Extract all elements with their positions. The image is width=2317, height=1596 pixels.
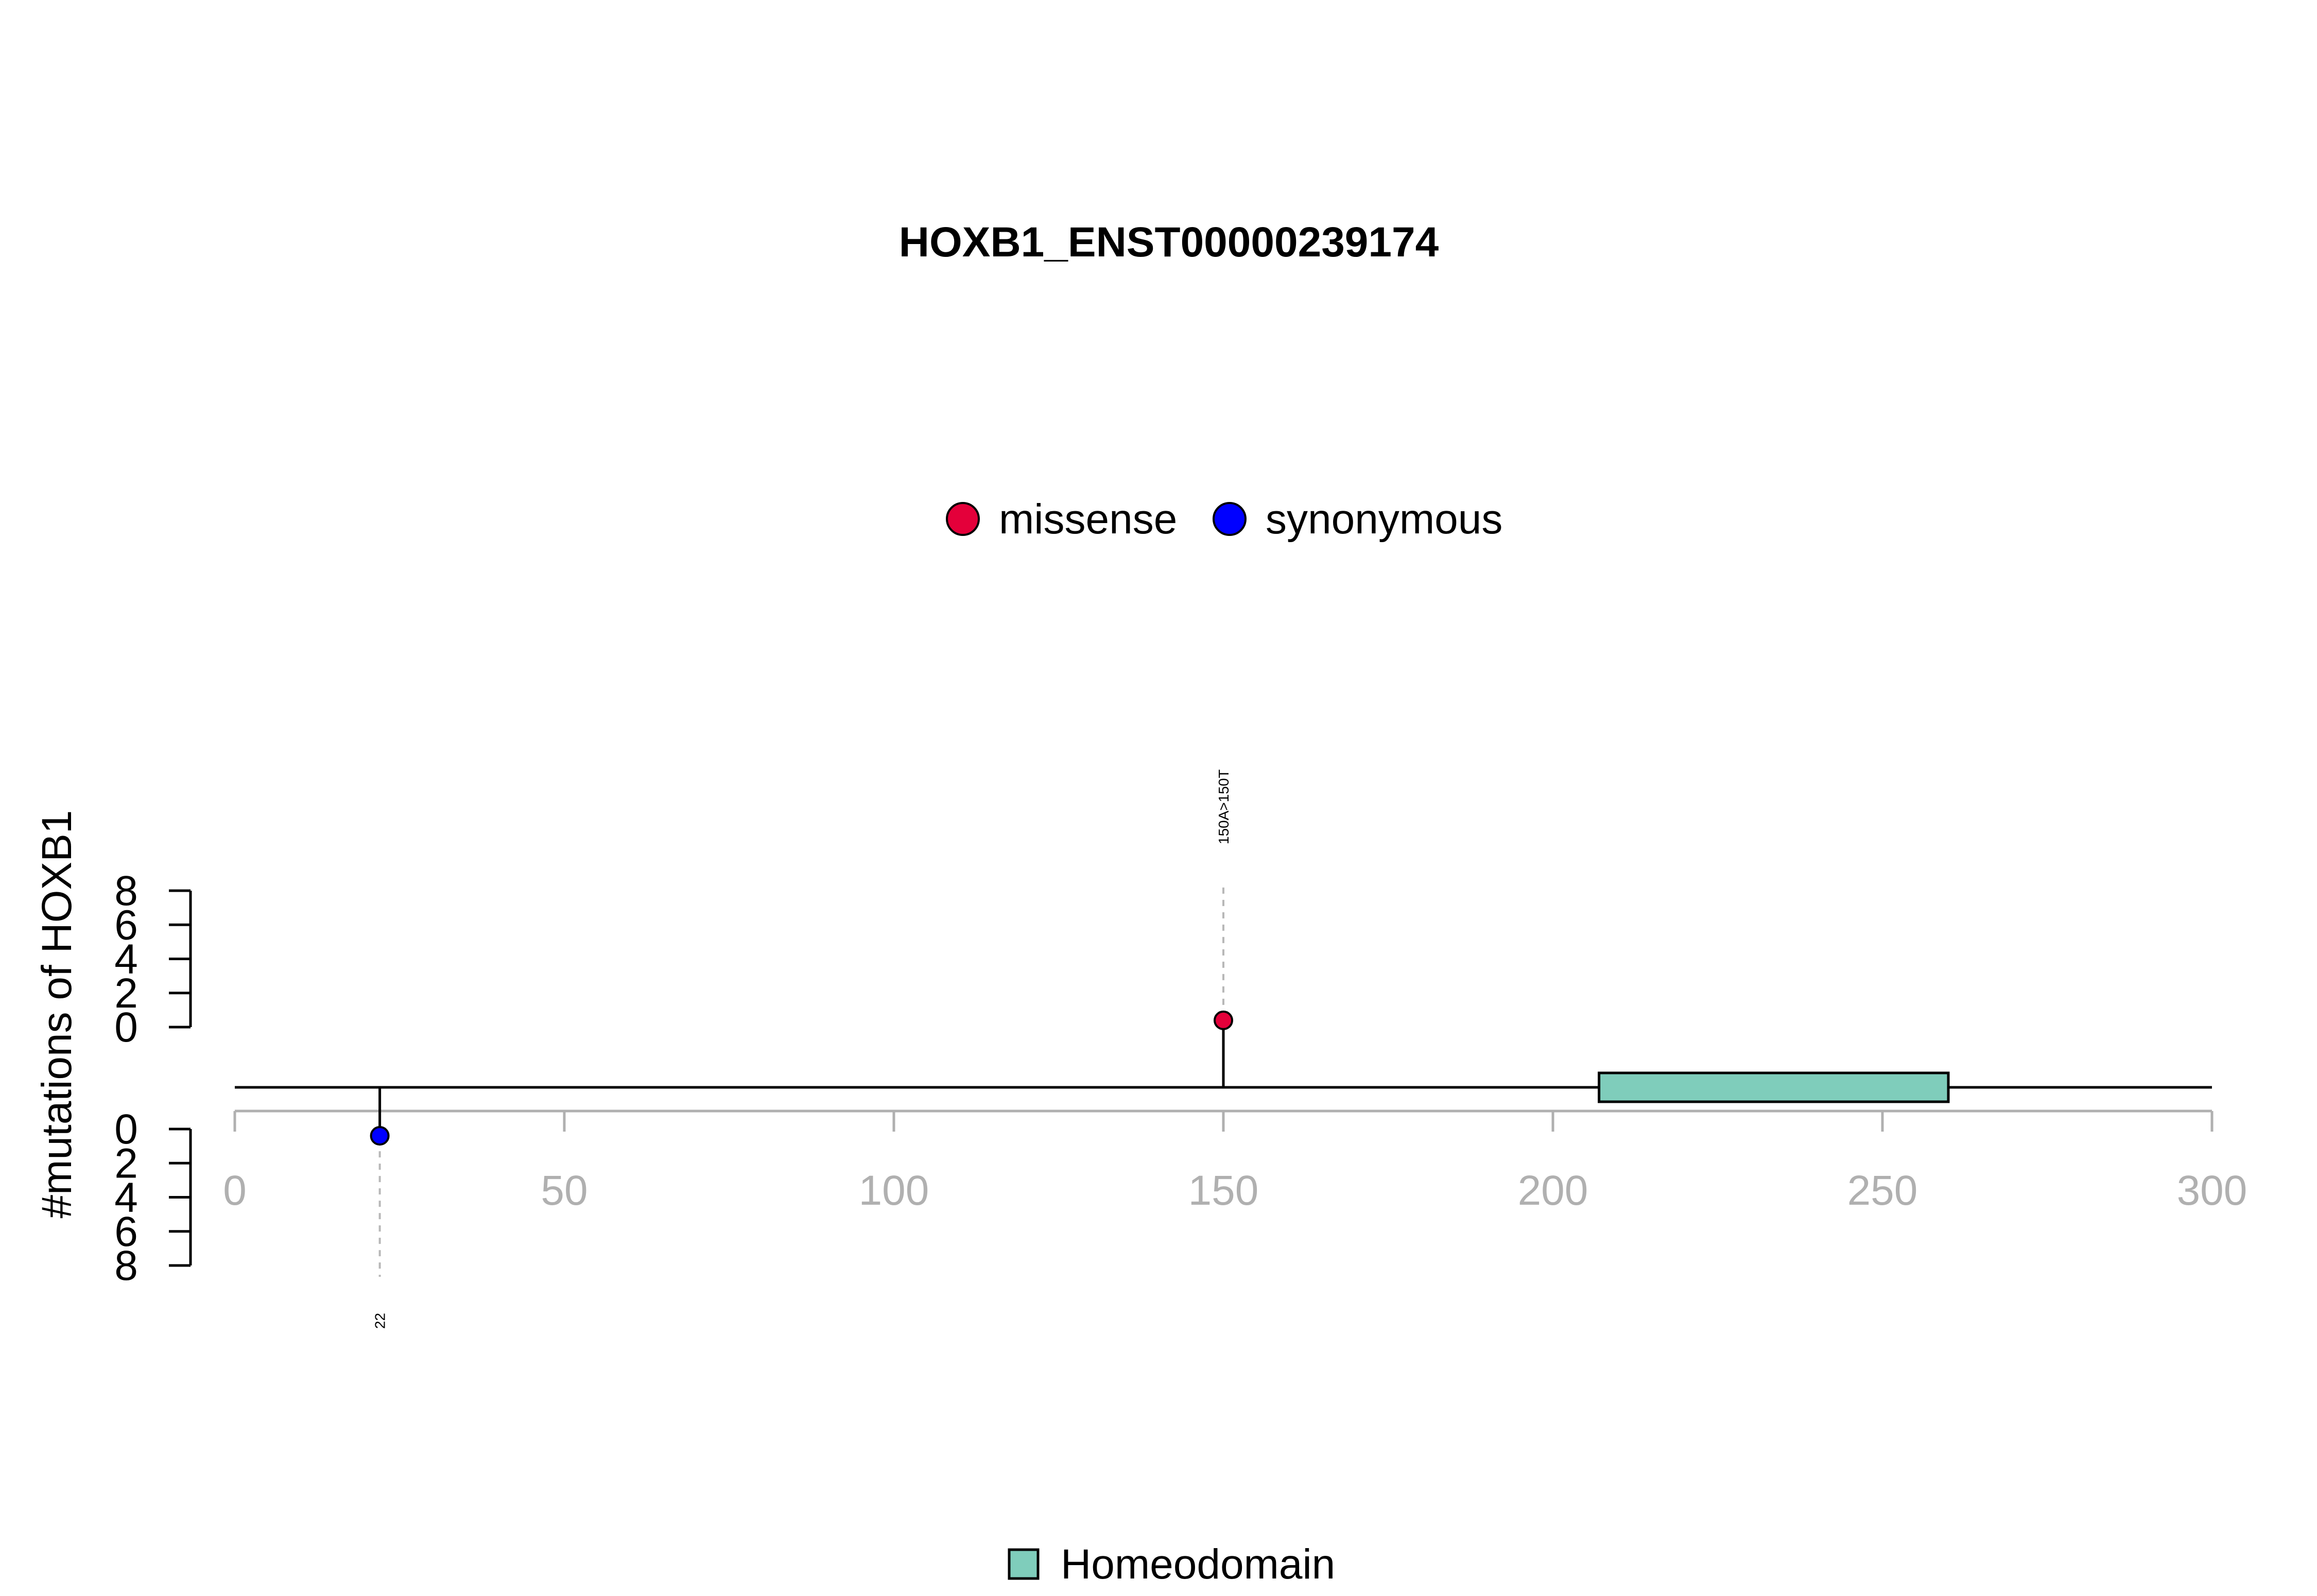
domain-legend: Homeodomain	[1008, 1541, 1335, 1588]
upper-y-tick-label: 0	[114, 1004, 138, 1051]
upper-y-tick-label: 4	[114, 936, 138, 983]
domain-box-homeodomain	[1598, 1071, 1950, 1103]
upper-y-tick-label: 6	[114, 901, 138, 948]
lower-y-tick-label: 8	[114, 1242, 138, 1289]
upper-y-tick-label: 8	[114, 868, 138, 914]
mutation-label: 150A>150T	[1216, 769, 1232, 844]
x-tick-label: 50	[541, 1167, 587, 1214]
x-tick-label: 300	[2177, 1167, 2247, 1214]
mutation-legend: missense synonymous	[946, 496, 1502, 543]
x-tick-label: 0	[223, 1167, 247, 1214]
legend-marker-missense	[946, 502, 980, 536]
x-tick-label: 100	[859, 1167, 929, 1214]
mutation-label: 22	[372, 1313, 388, 1329]
upper-y-tick-label: 2	[114, 970, 138, 1017]
legend-label-missense: missense	[999, 496, 1177, 543]
mutation-point-synonymous	[370, 1126, 390, 1146]
lower-y-tick-label: 6	[114, 1208, 138, 1255]
domain-legend-label: Homeodomain	[1061, 1541, 1335, 1588]
x-tick-label: 150	[1188, 1167, 1259, 1214]
lower-y-tick-label: 0	[114, 1106, 138, 1153]
domain-legend-swatch	[1008, 1548, 1040, 1580]
x-axis: 0 50 100 150 200 250 300	[223, 1109, 2247, 1214]
x-tick-label: 200	[1518, 1167, 1588, 1214]
legend-marker-synonymous	[1213, 502, 1247, 536]
lower-y-tick-label: 4	[114, 1174, 138, 1221]
mutation-point-missense	[1214, 1010, 1233, 1030]
x-tick-label: 250	[1847, 1167, 1918, 1214]
lower-y-tick-label: 2	[114, 1140, 138, 1187]
mutations: 150A>150T 22	[370, 769, 1233, 1329]
chart-title: HOXB1_ENST00000239174	[899, 219, 1439, 266]
domains	[1598, 1071, 1950, 1103]
y-axis-label: #mutations of HOXB1	[33, 810, 80, 1218]
legend-label-synonymous: synonymous	[1266, 496, 1502, 543]
